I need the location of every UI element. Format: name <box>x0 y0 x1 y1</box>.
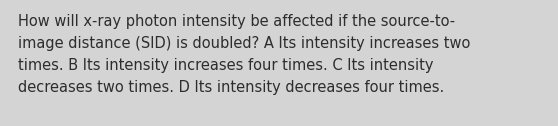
Text: image distance (SID) is doubled? A Its intensity increases two: image distance (SID) is doubled? A Its i… <box>18 36 470 51</box>
Text: times. B Its intensity increases four times. C Its intensity: times. B Its intensity increases four ti… <box>18 58 434 73</box>
Text: How will x-ray photon intensity be affected if the source-to-: How will x-ray photon intensity be affec… <box>18 14 455 29</box>
Text: decreases two times. D Its intensity decreases four times.: decreases two times. D Its intensity dec… <box>18 80 444 95</box>
